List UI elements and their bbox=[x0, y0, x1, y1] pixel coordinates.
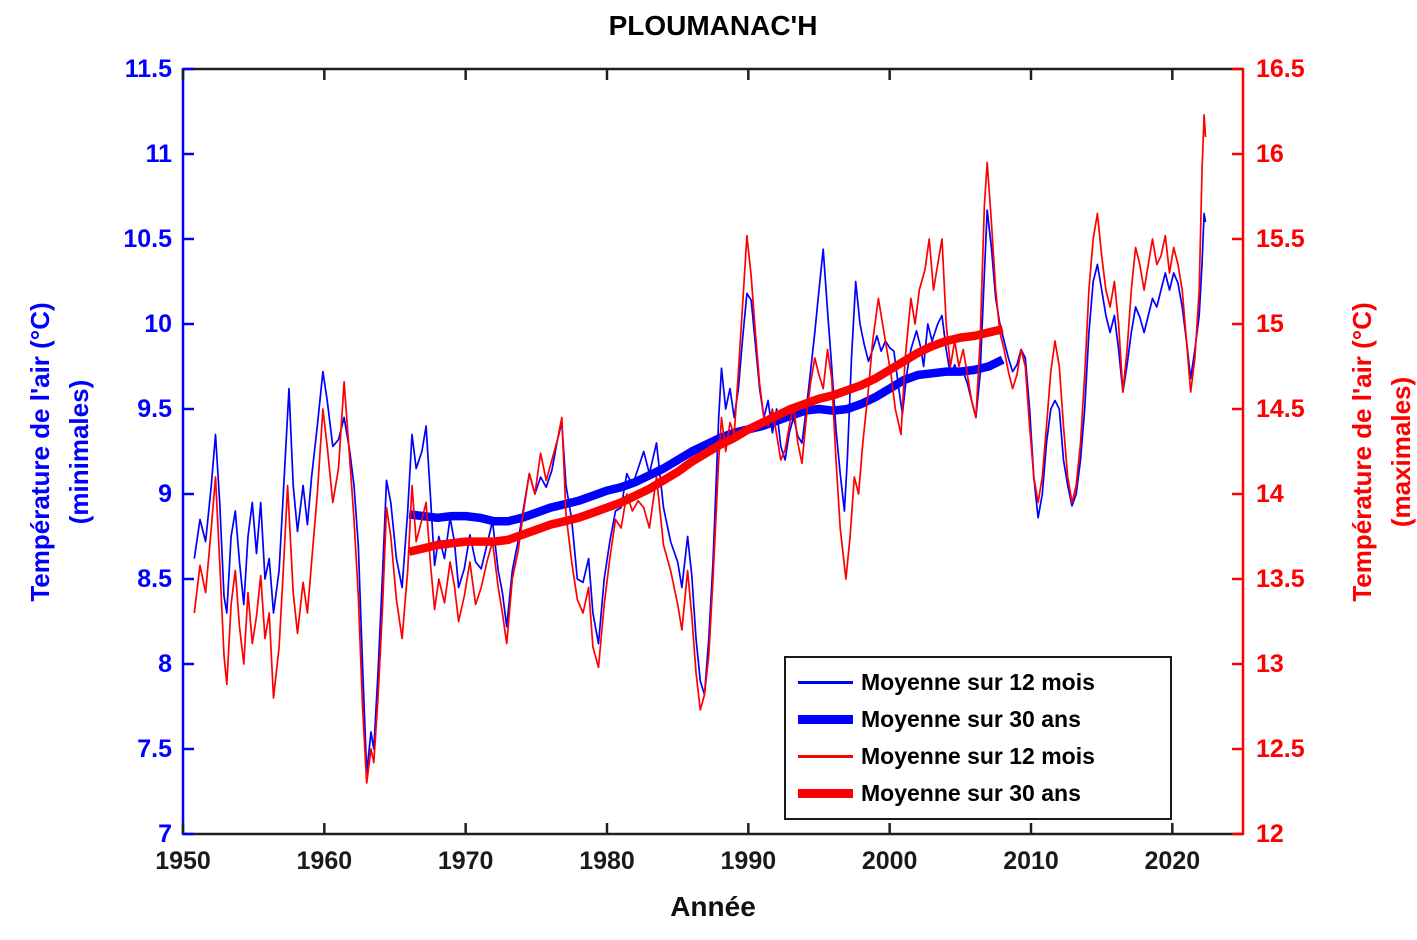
x-tick-label: 1950 bbox=[155, 847, 211, 875]
y-left-tick-label: 11 bbox=[145, 140, 172, 168]
y-left-tick-label: 7 bbox=[158, 820, 172, 848]
y-right-tick-label: 14.5 bbox=[1256, 395, 1305, 423]
legend-thin-red-line-sample bbox=[798, 755, 853, 758]
y-left-tick-label: 9 bbox=[158, 480, 172, 508]
legend-thick-blue-line-sample bbox=[798, 715, 853, 724]
y-right-tick-label: 16 bbox=[1256, 140, 1284, 168]
legend-item: Moyenne sur 12 mois bbox=[798, 743, 1170, 770]
legend-item-label: Moyenne sur 12 mois bbox=[861, 669, 1095, 695]
legend: Moyenne sur 12 mois Moyenne sur 30 ans M… bbox=[784, 656, 1172, 820]
legend-item-label: Moyenne sur 30 ans bbox=[861, 706, 1081, 732]
y-right-tick-label: 15 bbox=[1256, 310, 1284, 338]
y-right-tick-label: 14 bbox=[1256, 480, 1284, 508]
y-axis-left-label-line2: (minimales) bbox=[64, 379, 94, 525]
x-tick-label: 1990 bbox=[720, 847, 777, 875]
legend-item: Moyenne sur 12 mois bbox=[798, 669, 1170, 696]
y-right-tick-label: 13.5 bbox=[1256, 565, 1305, 593]
y-left-tick-label: 9.5 bbox=[137, 395, 172, 423]
x-tick-label: 1970 bbox=[437, 847, 494, 875]
legend-thin-blue-line-sample bbox=[798, 681, 853, 684]
series-line-2-tmax bbox=[193, 114, 1207, 784]
series-line-1-tmin bbox=[408, 355, 1005, 526]
y-right-tick-label: 12 bbox=[1256, 820, 1284, 848]
x-tick-label: 2000 bbox=[861, 847, 918, 875]
x-tick-label: 2020 bbox=[1144, 847, 1201, 875]
y-axis-right-label: Température de l'air (°C) (maximales) bbox=[1343, 67, 1417, 837]
x-tick-label: 2010 bbox=[1003, 847, 1059, 875]
y-axis-left-label: Température de l'air (°C) (minimales) bbox=[21, 67, 99, 837]
y-axis-right-label-line2: (maximales) bbox=[1386, 376, 1416, 528]
x-tick-label: 1980 bbox=[579, 847, 635, 875]
y-right-tick-label: 16.5 bbox=[1256, 55, 1305, 83]
series-line-3-tmax bbox=[408, 324, 1004, 556]
x-axis-label: Année bbox=[670, 891, 756, 922]
legend-item-label: Moyenne sur 30 ans bbox=[861, 780, 1081, 806]
legend-item: Moyenne sur 30 ans bbox=[798, 706, 1170, 733]
y-right-tick-label: 13 bbox=[1256, 650, 1284, 678]
y-axis-left-label-line1: Température de l'air (°C) bbox=[25, 302, 55, 602]
legend-thick-red-line-sample bbox=[798, 789, 853, 798]
y-left-tick-label: 11.5 bbox=[124, 55, 172, 83]
y-right-tick-label: 12.5 bbox=[1256, 735, 1305, 763]
x-tick-label: 1960 bbox=[296, 847, 353, 875]
y-axis-right-label-line1: Température de l'air (°C) bbox=[1347, 302, 1377, 602]
chart-title: PLOUMANAC'H bbox=[608, 10, 818, 41]
y-left-tick-label: 8 bbox=[158, 650, 172, 678]
legend-item-label: Moyenne sur 12 mois bbox=[861, 743, 1095, 769]
y-left-tick-label: 10 bbox=[144, 310, 172, 338]
y-left-tick-label: 7.5 bbox=[137, 735, 172, 763]
y-left-tick-label: 8.5 bbox=[137, 565, 172, 593]
y-right-tick-label: 15.5 bbox=[1256, 225, 1305, 253]
y-left-tick-label: 10.5 bbox=[123, 225, 172, 253]
legend-item: Moyenne sur 30 ans bbox=[798, 780, 1170, 807]
